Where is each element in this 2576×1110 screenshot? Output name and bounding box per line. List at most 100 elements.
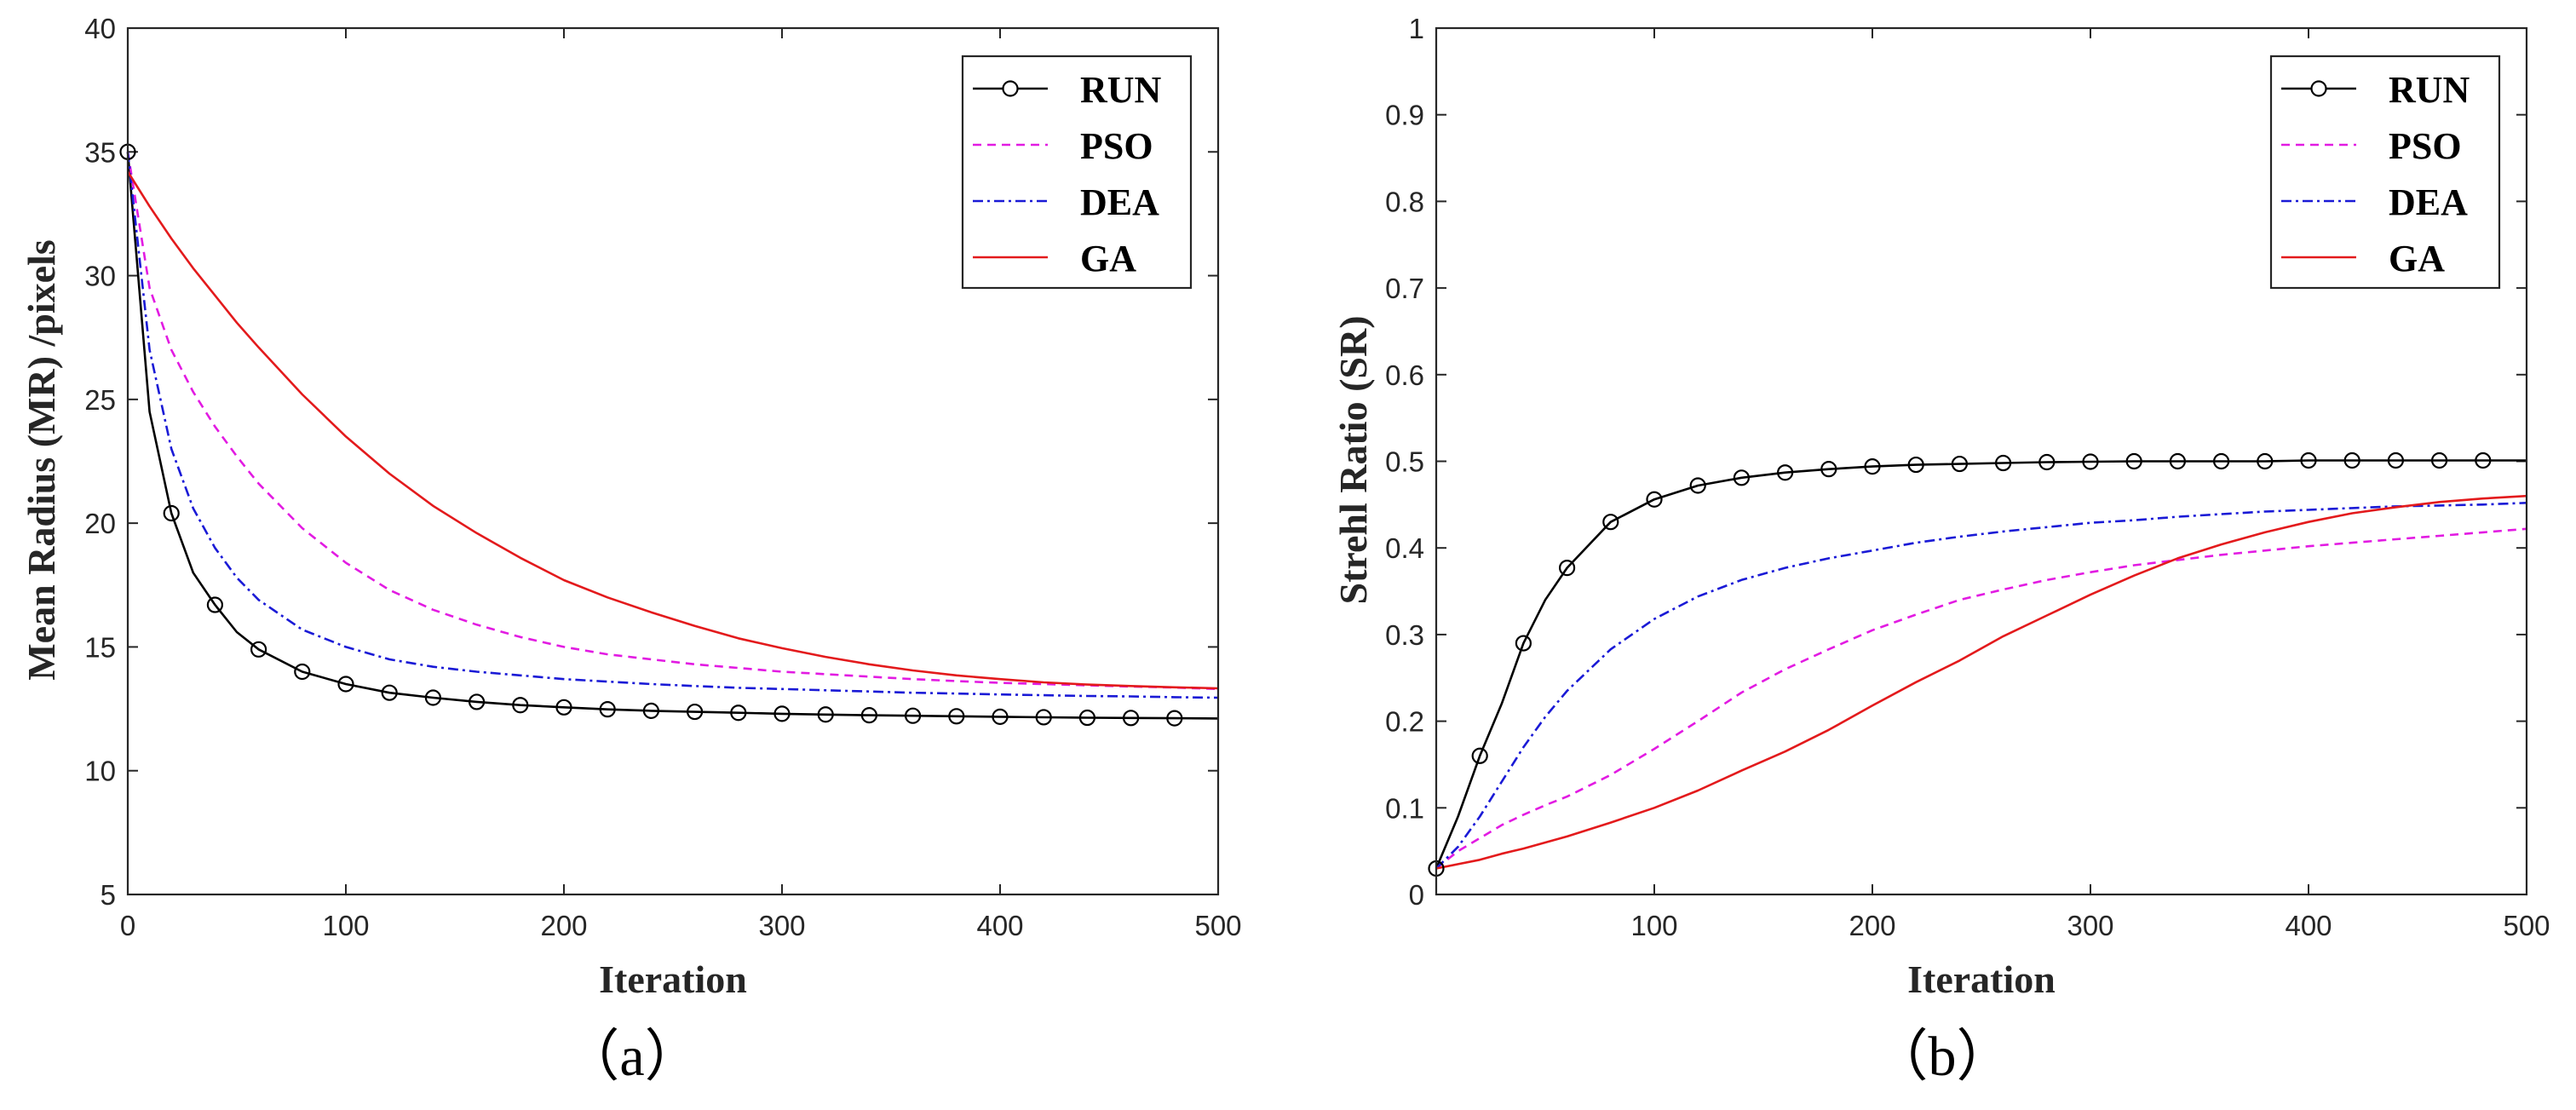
data-point-run [381, 684, 398, 701]
legend-label-pso: PSO [2389, 125, 2462, 167]
data-point-run [250, 641, 267, 658]
data-point-run [948, 708, 965, 725]
data-point-run [1864, 458, 1881, 475]
data-point-run [642, 702, 660, 719]
x-axis-title: Iteration [599, 958, 747, 1001]
data-point-run [1558, 559, 1576, 577]
axes-box [126, 26, 1220, 896]
data-point-run [860, 707, 878, 724]
data-point-run [1602, 514, 1619, 531]
data-point-run [1646, 491, 1663, 508]
data-point-run [2169, 452, 2186, 470]
y-tick-label: 15 [84, 631, 116, 663]
x-tick-label: 500 [1194, 910, 1241, 941]
data-point-run [1689, 477, 1706, 494]
series-line-dea [126, 152, 1219, 699]
y-tick-label: 0.2 [1385, 706, 1424, 738]
series-line-pso [126, 152, 1219, 691]
data-point-run [1035, 709, 1052, 726]
data-point-run [2082, 453, 2099, 470]
x-tick-label: 400 [976, 910, 1023, 941]
legend-label-dea: DEA [1080, 181, 1159, 223]
legend-box [2269, 55, 2501, 290]
y-axis-title: Mean Radius (MR) /pixels [20, 239, 63, 681]
data-point-run [1907, 456, 1924, 474]
legend-marker-run [1002, 80, 1019, 97]
y-tick-label: 0.7 [1385, 273, 1424, 304]
y-tick-label: 0.4 [1385, 532, 1424, 564]
data-point-run [1515, 635, 1532, 652]
x-tick-label: 400 [2285, 910, 2332, 941]
legend-label-run: RUN [1080, 69, 1162, 111]
series-line-run [1435, 459, 2527, 870]
x-tick-label: 500 [2503, 910, 2550, 941]
x-tick-label: 300 [2067, 910, 2113, 941]
legend: RUN PSO DEA GA [961, 55, 1193, 290]
x-tick-label: 200 [540, 910, 587, 941]
series-line-run [126, 152, 1219, 720]
x-tick-label: 100 [1630, 910, 1677, 941]
y-tick-label: 0.5 [1385, 446, 1424, 478]
data-point-run [468, 693, 486, 710]
y-tick-label: 10 [84, 756, 116, 787]
legend-label-ga: GA [2389, 238, 2445, 279]
chart-panel-b: 100 200 300 400 500 0 0.1 0.2 0.3 0.4 0.5 0.6 0.7 0.8… [1331, 13, 2550, 1001]
data-point-run [730, 705, 747, 722]
data-point-run [1166, 710, 1183, 727]
data-point-run [1951, 455, 1968, 473]
y-tick-label: 0.1 [1385, 792, 1424, 824]
data-point-run [512, 697, 529, 714]
y-axis-title: Strehl Ratio (SR) [1331, 315, 1375, 604]
y-tick-label: 0.9 [1385, 100, 1424, 131]
data-point-run [2343, 451, 2360, 469]
y-tick-label: 1 [1409, 13, 1424, 44]
data-point-run [2257, 452, 2274, 470]
axes-box [1435, 26, 2528, 896]
data-point-run [206, 596, 223, 613]
legend-label-ga: GA [1080, 238, 1136, 279]
x-tick-label: 200 [1849, 910, 1895, 941]
legend-label-dea: DEA [2389, 181, 2468, 223]
y-tick-label: 20 [84, 508, 116, 539]
data-point-run [2125, 452, 2142, 470]
data-point-run [1122, 710, 1140, 727]
caption-b: （b） [1872, 1026, 2013, 1088]
y-tick-label: 0.3 [1385, 619, 1424, 651]
series-line-dea [1435, 502, 2527, 870]
caption-a: （a） [563, 1026, 700, 1088]
y-tick-label: 0 [1409, 879, 1424, 911]
series-line-ga [1435, 494, 2527, 870]
data-point-run [163, 504, 180, 522]
y-tick-label: 25 [84, 384, 116, 416]
data-point-run [1733, 469, 1751, 486]
data-point-run [992, 708, 1009, 725]
data-point-run [1078, 709, 1096, 727]
x-tick-label: 100 [322, 910, 369, 941]
y-tick-label: 40 [84, 13, 116, 44]
x-axis-title: Iteration [1907, 958, 2056, 1001]
legend: RUN PSO DEA GA [2269, 55, 2501, 290]
data-point-run [817, 706, 834, 723]
series-line-pso [1435, 527, 2527, 870]
legend-label-run: RUN [2389, 69, 2470, 111]
x-tick-label: 0 [120, 910, 135, 941]
data-point-run [2213, 452, 2230, 470]
data-point-run [1820, 461, 1837, 478]
data-point-run [424, 689, 441, 706]
data-point-run [294, 663, 311, 681]
data-point-run [904, 707, 922, 724]
legend-marker-run [2310, 80, 2327, 97]
data-point-run [773, 705, 791, 722]
data-point-run [686, 703, 704, 721]
data-point-run [599, 701, 616, 718]
x-tick-label: 300 [758, 910, 805, 941]
data-point-run [2300, 451, 2317, 469]
data-point-run [2038, 453, 2056, 471]
y-tick-label: 0.6 [1385, 359, 1424, 391]
y-tick-label: 30 [84, 261, 116, 292]
data-point-run [1995, 454, 2012, 472]
data-point-run [1471, 747, 1488, 764]
y-tick-label: 5 [101, 879, 116, 911]
data-point-run [2431, 451, 2448, 469]
